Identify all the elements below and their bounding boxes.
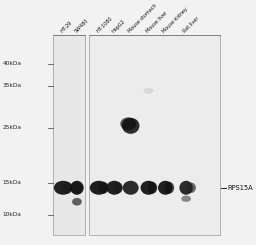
Ellipse shape	[179, 181, 193, 195]
Text: HT-29: HT-29	[59, 20, 73, 34]
Ellipse shape	[122, 118, 140, 134]
Text: 25kDa: 25kDa	[3, 125, 22, 130]
Ellipse shape	[147, 182, 157, 194]
Ellipse shape	[54, 181, 72, 195]
Ellipse shape	[144, 88, 153, 94]
Text: HT-1080: HT-1080	[95, 16, 113, 34]
Text: HepG2: HepG2	[111, 18, 126, 34]
Bar	[52, 35, 85, 235]
Ellipse shape	[181, 196, 191, 202]
Ellipse shape	[158, 181, 173, 195]
Ellipse shape	[99, 182, 109, 194]
Text: 15kDa: 15kDa	[3, 180, 21, 185]
Ellipse shape	[72, 198, 82, 206]
Ellipse shape	[113, 182, 123, 193]
Text: 35kDa: 35kDa	[3, 83, 22, 88]
Text: Rat liver: Rat liver	[183, 16, 201, 34]
Ellipse shape	[120, 117, 136, 130]
Bar	[89, 35, 220, 235]
Ellipse shape	[164, 182, 174, 194]
Ellipse shape	[123, 181, 138, 195]
Ellipse shape	[62, 182, 72, 194]
Text: 40kDa: 40kDa	[3, 61, 22, 66]
Text: Mouse kidney: Mouse kidney	[162, 6, 189, 34]
Ellipse shape	[186, 183, 196, 193]
Ellipse shape	[106, 181, 122, 195]
Text: SW480: SW480	[73, 18, 89, 34]
Text: RPS15A: RPS15A	[227, 185, 253, 191]
Ellipse shape	[70, 181, 84, 195]
Text: Mouse liver: Mouse liver	[145, 10, 168, 34]
Text: 10kDa: 10kDa	[3, 212, 21, 217]
Ellipse shape	[90, 181, 108, 195]
Ellipse shape	[141, 181, 156, 195]
Text: Mouse stomach: Mouse stomach	[127, 3, 158, 34]
